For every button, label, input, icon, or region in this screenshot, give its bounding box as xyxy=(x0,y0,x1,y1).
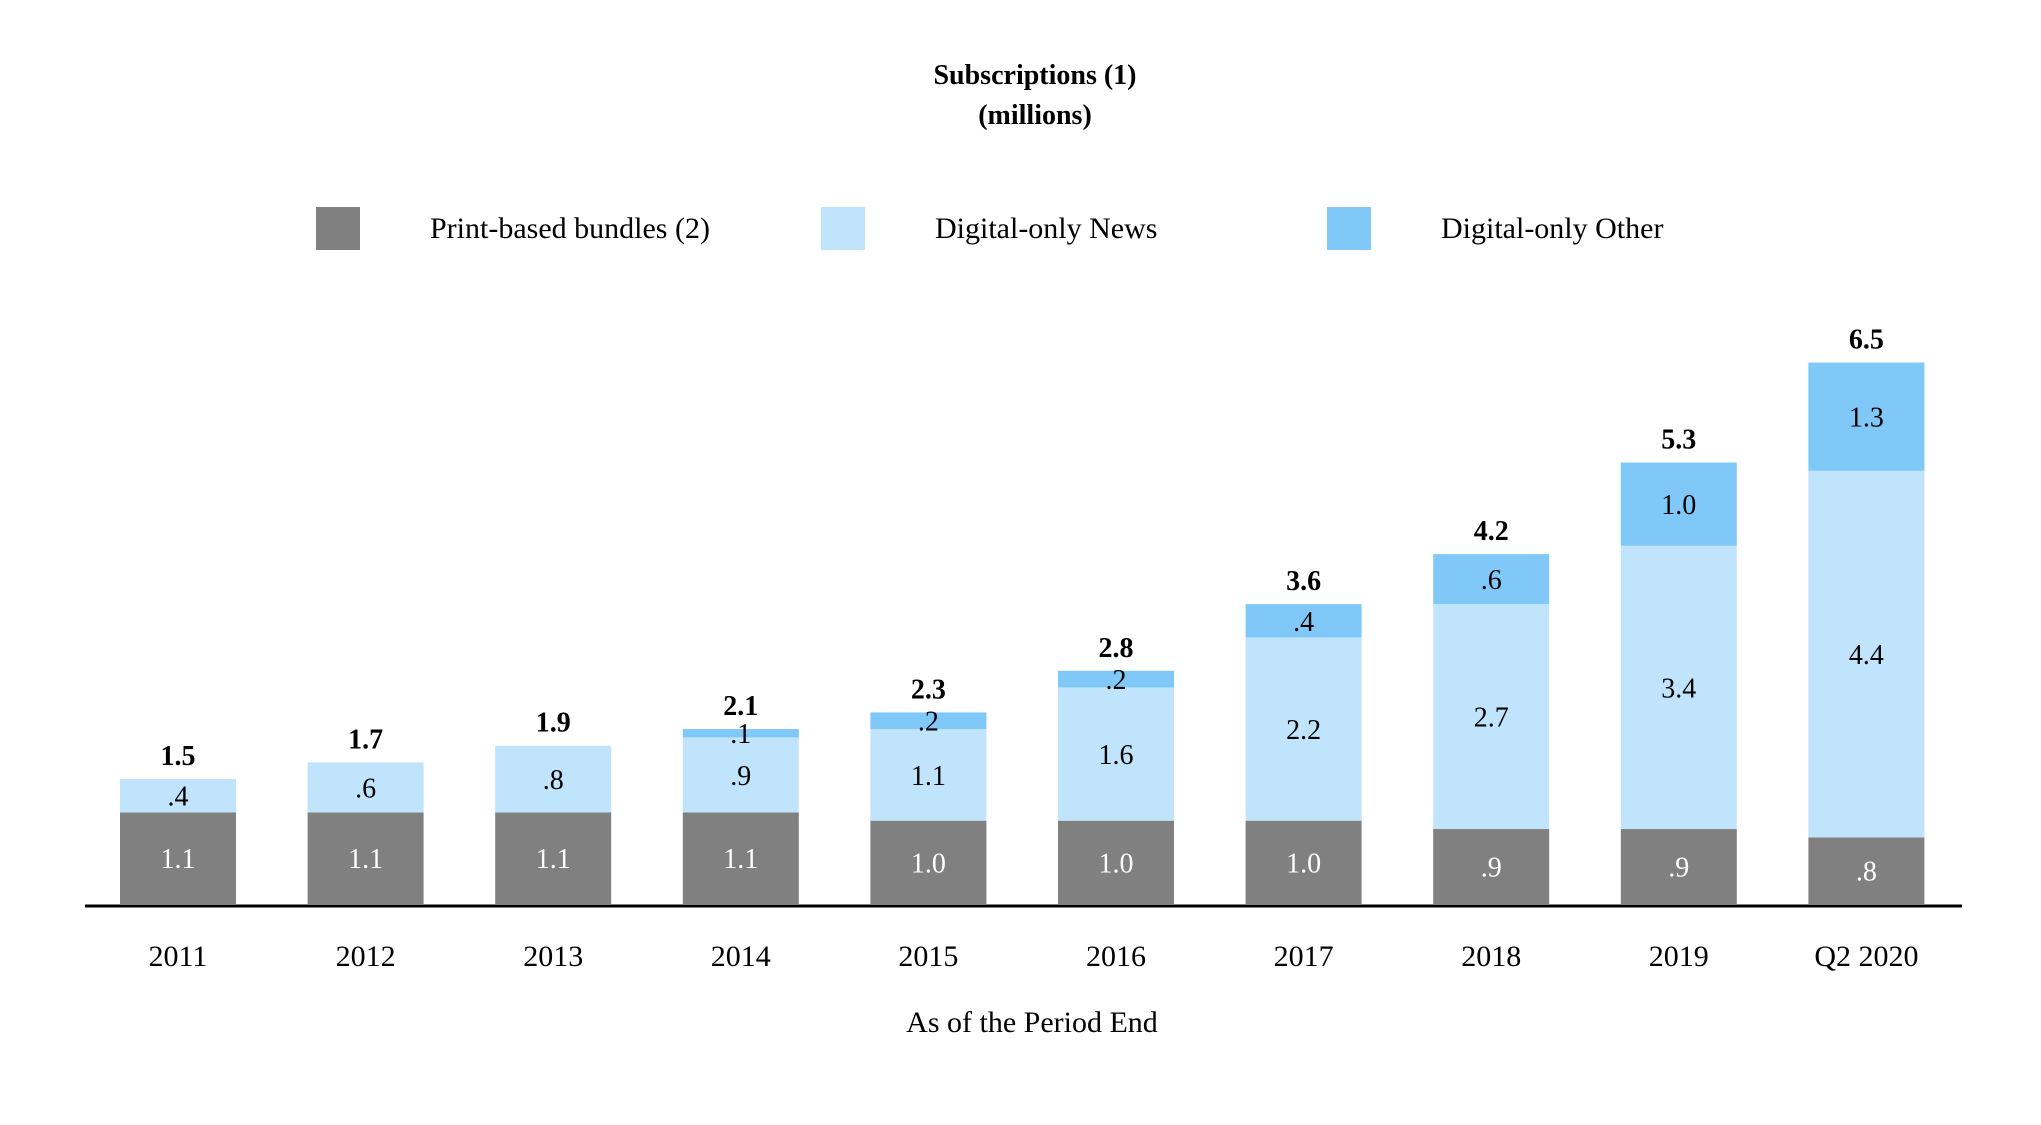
data-label-2019-s2: 3.4 xyxy=(1661,673,1696,704)
data-label-2012-s1: 1.1 xyxy=(348,844,383,875)
total-label-q2-2020: 6.5 xyxy=(1849,325,1884,356)
legend-label-1: Print-based bundles (2) xyxy=(430,212,710,245)
bar-segment-2017-s1 xyxy=(1245,820,1362,904)
total-label-2012: 1.7 xyxy=(348,724,383,755)
data-label-2015-s1: 1.0 xyxy=(911,848,946,879)
x-tick-2016: 2016 xyxy=(1086,940,1146,973)
legend-swatch-2 xyxy=(821,207,865,250)
data-label-q2-2020-s3: 1.3 xyxy=(1849,403,1884,434)
data-label-2012-s2: .6 xyxy=(355,773,376,804)
data-label-q2-2020-s1: .8 xyxy=(1856,857,1877,888)
bar-segment-2011-s1 xyxy=(120,812,236,904)
data-label-2018-s3: .6 xyxy=(1481,565,1502,596)
x-tick-2013: 2013 xyxy=(523,940,583,973)
data-label-2011-s2: .4 xyxy=(168,782,189,813)
total-label-2013: 1.9 xyxy=(536,708,571,739)
bar-segment-2013-s1 xyxy=(495,812,612,904)
data-label-2014-s1: 1.1 xyxy=(723,844,758,875)
legend-swatch-3 xyxy=(1327,207,1371,250)
data-label-2014-s2: .9 xyxy=(730,761,751,792)
bar-segment-2016-s3 xyxy=(1058,670,1174,688)
x-tick-2014: 2014 xyxy=(711,940,771,973)
data-label-2011-s1: 1.1 xyxy=(161,844,196,875)
total-label-2016: 2.8 xyxy=(1099,633,1134,664)
legend-label-3: Digital-only Other xyxy=(1441,212,1663,245)
x-tick-2011: 2011 xyxy=(149,940,208,973)
legend-swatch-1 xyxy=(316,207,360,250)
bar-segment-2014-s2 xyxy=(682,737,799,813)
bar-segment-2017-s2 xyxy=(1245,637,1362,821)
bar-segment-q2-2020-s3 xyxy=(1808,362,1925,471)
data-label-2014-s3: .1 xyxy=(730,719,751,750)
x-tick-q2-2020: Q2 2020 xyxy=(1814,940,1918,973)
bar-segment-2018-s1 xyxy=(1433,829,1550,904)
data-label-2016-s1: 1.0 xyxy=(1099,848,1134,879)
bar-segment-q2-2020-s2 xyxy=(1808,470,1925,838)
x-axis-title: As of the Period End xyxy=(906,1006,1158,1039)
bar-segment-2012-s1 xyxy=(307,812,424,904)
bar-segment-2016-s1 xyxy=(1058,820,1174,904)
bar-segment-2015-s2 xyxy=(870,729,987,821)
data-label-2015-s3: .2 xyxy=(918,707,939,738)
data-label-2016-s2: 1.6 xyxy=(1099,740,1134,771)
bar-segment-2018-s2 xyxy=(1433,604,1550,830)
title-group: Subscriptions (1) (millions) xyxy=(933,60,1136,131)
data-label-2016-s3: .2 xyxy=(1106,665,1127,696)
x-tick-2019: 2019 xyxy=(1649,940,1709,973)
x-tick-2017: 2017 xyxy=(1274,940,1334,973)
chart-title: Subscriptions (1) xyxy=(933,60,1136,91)
x-tick-2012: 2012 xyxy=(336,940,396,973)
bar-segment-2011-s2 xyxy=(120,779,236,813)
x-tick-2015: 2015 xyxy=(898,940,958,973)
total-label-2014: 2.1 xyxy=(723,691,758,722)
data-label-2017-s3: .4 xyxy=(1293,607,1314,638)
legend-label-2: Digital-only News xyxy=(935,212,1157,245)
x-tick-2018: 2018 xyxy=(1461,940,1521,973)
bar-segment-2016-s2 xyxy=(1058,687,1174,821)
data-label-2013-s1: 1.1 xyxy=(536,844,571,875)
data-label-2019-s3: 1.0 xyxy=(1661,490,1696,521)
bar-segment-2012-s2 xyxy=(307,762,424,813)
data-label-2017-s2: 2.2 xyxy=(1286,715,1321,746)
bar-segment-2019-s2 xyxy=(1620,545,1737,830)
x-tick-labels: 2011 2012 2013 2014 2015 2016 2017 2018 2019 Q2 2… xyxy=(149,940,1919,973)
bars: 1.1 .4 1.5 1.1 .6 1.7 1.1 .8 1.9 1.1 .9 .12.1 1.0 1.1… xyxy=(120,325,1925,904)
data-label-2019-s1: .9 xyxy=(1668,853,1689,884)
data-label-2013-s2: .8 xyxy=(543,765,564,796)
total-label-2018: 4.2 xyxy=(1474,516,1509,547)
bar-segment-2013-s2 xyxy=(495,745,612,813)
bar-segment-2015-s1 xyxy=(870,820,987,904)
bar-segment-2017-s3 xyxy=(1245,604,1362,638)
bar-segment-q2-2020-s1 xyxy=(1808,837,1925,904)
bar-segment-2018-s3 xyxy=(1433,554,1550,605)
data-label-2015-s2: 1.1 xyxy=(911,761,946,792)
data-label-2018-s2: 2.7 xyxy=(1474,703,1509,734)
bar-segment-2014-s3 xyxy=(682,729,799,738)
bar-segment-2019-s3 xyxy=(1620,462,1737,546)
chart-subtitle: (millions) xyxy=(978,100,1092,131)
legend: Print-based bundles (2) Digital-only News… xyxy=(316,207,1663,250)
data-label-2017-s1: 1.0 xyxy=(1286,848,1321,879)
bar-segment-2019-s1 xyxy=(1620,829,1737,904)
total-label-2015: 2.3 xyxy=(911,674,946,705)
bar-segment-2014-s1 xyxy=(682,812,799,904)
bar-segment-2015-s3 xyxy=(870,712,987,730)
total-label-2017: 3.6 xyxy=(1286,566,1321,597)
data-label-2018-s1: .9 xyxy=(1481,853,1502,884)
total-label-2019: 5.3 xyxy=(1661,425,1696,456)
data-label-q2-2020-s2: 4.4 xyxy=(1849,640,1884,671)
total-label-2011: 1.5 xyxy=(161,741,196,772)
